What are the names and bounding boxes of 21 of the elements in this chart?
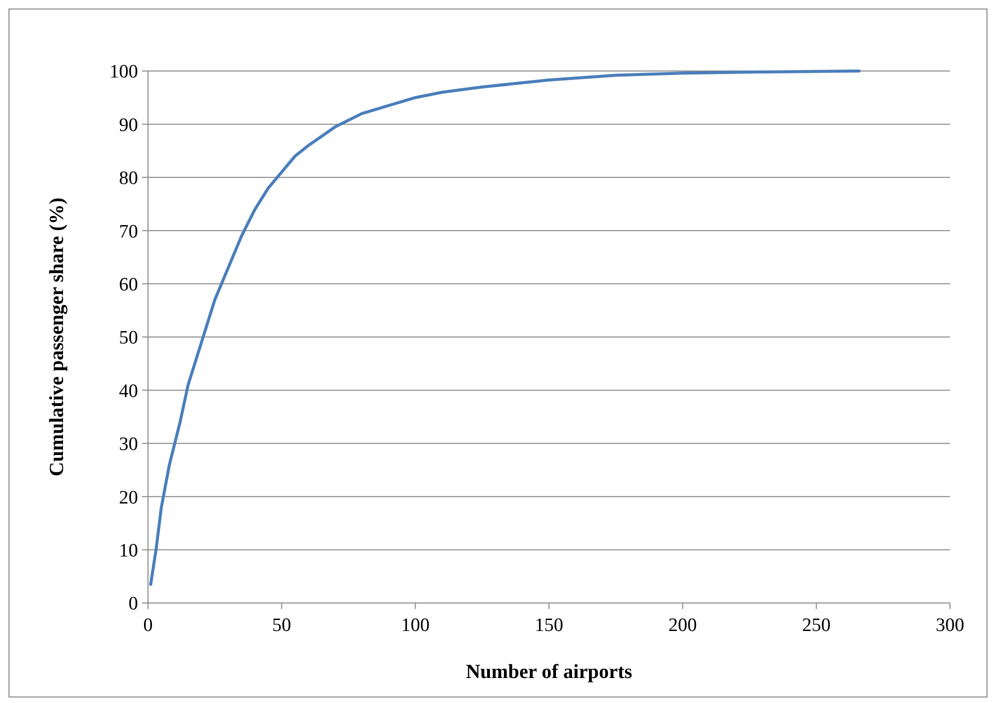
y-tick-label: 100 xyxy=(110,62,138,83)
x-tick-label: 300 xyxy=(936,615,964,636)
y-tick-label: 50 xyxy=(119,328,138,349)
y-tick-label: 90 xyxy=(119,114,138,136)
y-tick-label: 20 xyxy=(119,487,138,508)
y-tick-label: 70 xyxy=(119,221,138,242)
x-tick-label: 100 xyxy=(401,615,430,636)
x-tick-label: 150 xyxy=(534,615,564,636)
x-tick-label: 250 xyxy=(802,615,831,636)
y-tick-label: 80 xyxy=(119,168,138,190)
x-tick-label: 0 xyxy=(143,615,153,636)
y-axis-title: Cumulative passenger share (%) xyxy=(46,198,68,476)
x-tick-label: 50 xyxy=(272,615,292,636)
x-axis-title: Number of airports xyxy=(466,661,632,683)
x-tick-label: 200 xyxy=(668,615,697,636)
y-tick-label: 60 xyxy=(119,274,138,296)
y-tick-label: 40 xyxy=(119,380,138,402)
y-tick-label: 30 xyxy=(119,434,138,456)
y-tick-label: 10 xyxy=(119,540,138,562)
y-tick-label: 0 xyxy=(128,594,138,615)
line-series xyxy=(149,70,861,586)
